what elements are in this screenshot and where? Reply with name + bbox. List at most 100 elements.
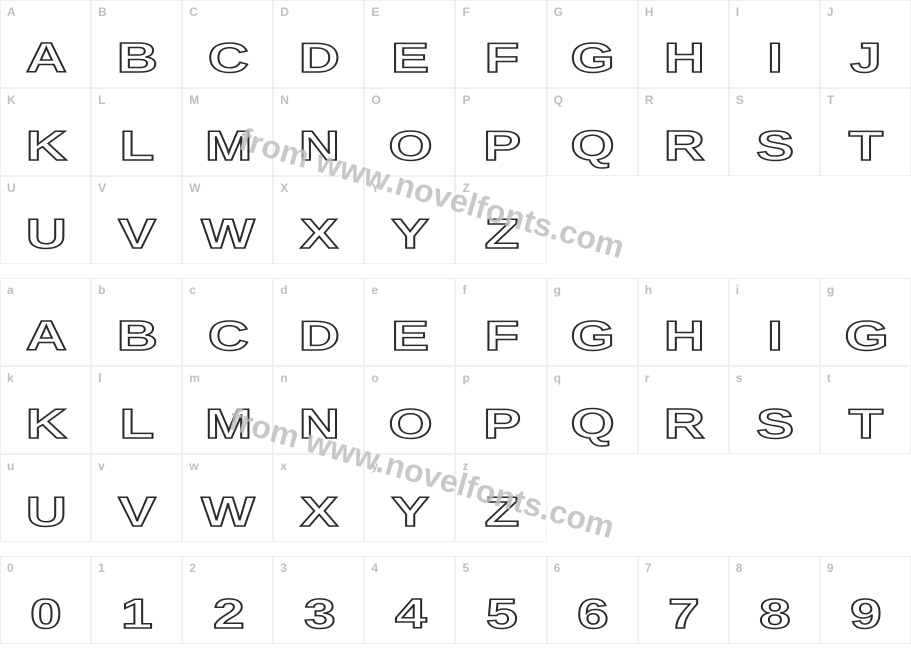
key-label: U xyxy=(7,181,16,195)
outline-glyph-text: W xyxy=(202,213,254,255)
glyph: H xyxy=(639,315,728,357)
outline-glyph-text: 6 xyxy=(577,593,607,635)
glyph-cell: CC xyxy=(182,0,273,88)
glyph: T xyxy=(821,125,910,167)
key-label: b xyxy=(98,283,105,297)
glyph-cell: NN xyxy=(273,88,364,176)
outline-glyph-text: Z xyxy=(484,491,517,533)
empty-cell xyxy=(547,176,638,264)
glyph-cell: GG xyxy=(547,0,638,88)
glyph: 0 xyxy=(1,593,90,635)
glyph-cell: gG xyxy=(820,278,911,366)
glyph-cell: 88 xyxy=(729,556,820,644)
key-label: x xyxy=(280,459,287,473)
outline-glyph-text: U xyxy=(26,213,66,255)
glyph: W xyxy=(183,491,272,533)
key-label: y xyxy=(371,459,378,473)
glyph-cell: fF xyxy=(455,278,546,366)
key-label: 8 xyxy=(736,561,743,575)
outline-glyph-text: P xyxy=(483,403,519,445)
outline-glyph-text: F xyxy=(484,315,517,357)
key-label: X xyxy=(280,181,288,195)
glyph-cell: hH xyxy=(638,278,729,366)
glyph-cell: RR xyxy=(638,88,729,176)
key-label: C xyxy=(189,5,198,19)
glyph: Q xyxy=(548,125,637,167)
key-label: g xyxy=(827,283,834,297)
glyph: L xyxy=(92,125,181,167)
glyph: 9 xyxy=(821,593,910,635)
key-label: 5 xyxy=(462,561,469,575)
glyph-cell: OO xyxy=(364,88,455,176)
glyph: G xyxy=(548,315,637,357)
empty-cell xyxy=(729,176,820,264)
key-label: G xyxy=(554,5,563,19)
key-label: p xyxy=(462,371,469,385)
glyph-cell: eE xyxy=(364,278,455,366)
glyph-cell: gG xyxy=(547,278,638,366)
key-label: 9 xyxy=(827,561,834,575)
glyph: K xyxy=(1,125,90,167)
key-label: q xyxy=(554,371,561,385)
glyph: C xyxy=(183,315,272,357)
outline-glyph-text: E xyxy=(392,315,428,357)
glyph-cell: aA xyxy=(0,278,91,366)
glyph-cell: II xyxy=(729,0,820,88)
glyph: R xyxy=(639,403,728,445)
key-label: a xyxy=(7,283,14,297)
glyph-cell: VV xyxy=(91,176,182,264)
outline-glyph-text: 8 xyxy=(759,593,789,635)
glyph: X xyxy=(274,491,363,533)
glyph-cell: XX xyxy=(273,176,364,264)
key-label: h xyxy=(645,283,652,297)
glyph: A xyxy=(1,315,90,357)
glyph: M xyxy=(183,125,272,167)
glyph: B xyxy=(92,315,181,357)
section-spacer xyxy=(0,264,911,278)
glyph: 3 xyxy=(274,593,363,635)
glyph-cell: cC xyxy=(182,278,273,366)
glyph: F xyxy=(456,37,545,79)
glyph-cell: yY xyxy=(364,454,455,542)
key-label: 0 xyxy=(7,561,14,575)
key-label: Q xyxy=(554,93,563,107)
glyph: O xyxy=(365,403,454,445)
glyph-cell: FF xyxy=(455,0,546,88)
key-label: N xyxy=(280,93,289,107)
glyph-cell: 77 xyxy=(638,556,729,644)
key-label: s xyxy=(736,371,743,385)
glyph-cell: uU xyxy=(0,454,91,542)
outline-glyph-text: C xyxy=(208,315,248,357)
glyph-cell: 33 xyxy=(273,556,364,644)
outline-glyph-text: D xyxy=(299,37,339,79)
outline-glyph-text: D xyxy=(299,315,339,357)
key-label: e xyxy=(371,283,378,297)
glyph: 4 xyxy=(365,593,454,635)
outline-glyph-text: Z xyxy=(484,213,517,255)
outline-glyph-text: Y xyxy=(392,491,428,533)
glyph-cell: SS xyxy=(729,88,820,176)
key-label: I xyxy=(736,5,739,19)
key-label: f xyxy=(462,283,466,297)
key-label: m xyxy=(189,371,200,385)
glyph: T xyxy=(821,403,910,445)
key-label: g xyxy=(554,283,561,297)
outline-glyph-text: T xyxy=(849,403,882,445)
outline-glyph-text: J xyxy=(850,37,880,79)
outline-glyph-text: Y xyxy=(392,213,428,255)
outline-glyph-text: 0 xyxy=(30,593,60,635)
glyph-cell: oO xyxy=(364,366,455,454)
glyph: D xyxy=(274,37,363,79)
outline-glyph-text: B xyxy=(117,315,157,357)
outline-glyph-text: X xyxy=(301,213,337,255)
glyph-cell: dD xyxy=(273,278,364,366)
key-label: 2 xyxy=(189,561,196,575)
glyph: K xyxy=(1,403,90,445)
empty-cell xyxy=(729,454,820,542)
outline-glyph-text: K xyxy=(26,125,66,167)
glyph: I xyxy=(730,37,819,79)
glyph-cell: pP xyxy=(455,366,546,454)
section-spacer xyxy=(0,542,911,556)
glyph: U xyxy=(1,491,90,533)
key-label: d xyxy=(280,283,287,297)
